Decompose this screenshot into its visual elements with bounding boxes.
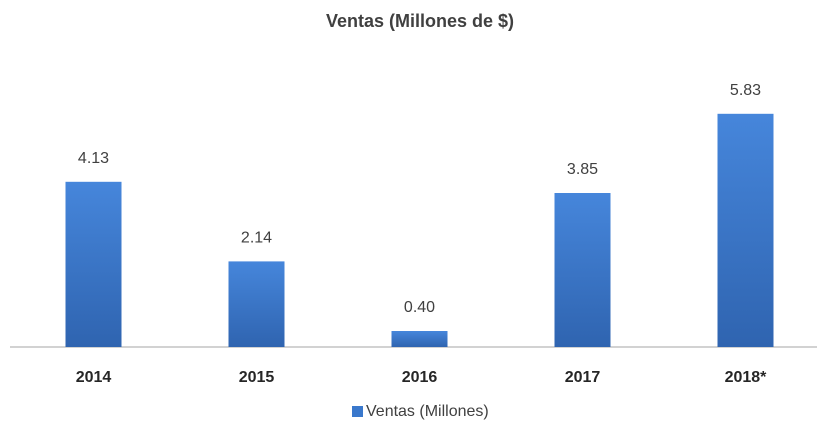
x-tick-label: 2016 bbox=[402, 369, 438, 386]
bar bbox=[65, 181, 122, 347]
data-label: 5.83 bbox=[730, 82, 761, 99]
data-label: 4.13 bbox=[78, 150, 109, 167]
bar bbox=[554, 193, 611, 347]
data-label: 3.85 bbox=[567, 161, 598, 178]
data-label: 2.14 bbox=[241, 230, 272, 247]
legend-swatch bbox=[352, 406, 363, 417]
x-tick-label: 2015 bbox=[239, 369, 275, 386]
bar bbox=[228, 261, 285, 347]
x-tick-label: 2014 bbox=[76, 369, 112, 386]
bar bbox=[717, 113, 774, 347]
legend-label: Ventas (Millones) bbox=[366, 403, 489, 420]
bar bbox=[391, 331, 448, 347]
data-label: 0.40 bbox=[404, 299, 435, 316]
x-tick-label: 2018* bbox=[725, 369, 768, 386]
x-tick-label: 2017 bbox=[565, 369, 601, 386]
chart-title: Ventas (Millones de $) bbox=[326, 11, 514, 31]
